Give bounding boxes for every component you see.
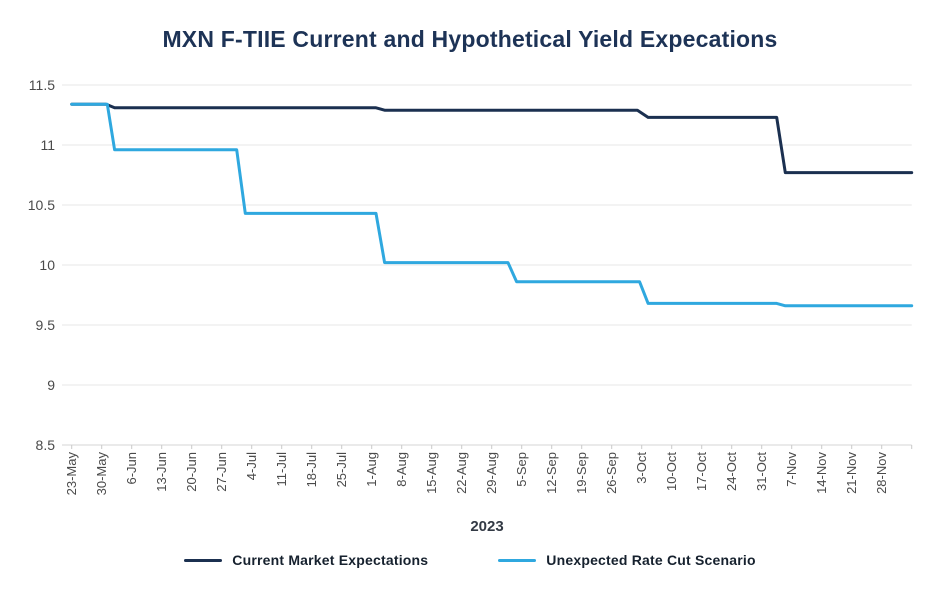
x-tick-label: 20-Jun (184, 452, 199, 492)
x-tick-label: 21-Nov (844, 452, 859, 494)
yield-chart-plot: 11.5 11 10.5 10 9.5 9 8.5 23-May 30-May 6-Jun 13-J… (28, 77, 914, 496)
y-tick-label: 8.5 (36, 437, 56, 453)
x-tick-label: 25-Jul (334, 452, 349, 488)
y-tick-label: 10 (39, 257, 55, 273)
x-tick-label: 19-Sep (574, 452, 589, 494)
x-tick-label: 6-Jun (124, 452, 139, 485)
x-tick-label: 13-Jun (154, 452, 169, 492)
y-tick-label: 11.5 (29, 77, 55, 93)
x-tick-label: 5-Sep (514, 452, 529, 487)
x-tick-label: 3-Oct (634, 452, 649, 484)
x-tick-label: 27-Jun (214, 452, 229, 492)
series-line-current-market (70, 102, 914, 175)
x-tick-label: 30-May (94, 452, 109, 496)
x-axis-year-label: 2023 (470, 518, 504, 535)
x-tick-label: 4-Jul (244, 452, 259, 480)
chart-title: MXN F-TIIE Current and Hypothetical Yiel… (162, 26, 778, 52)
x-tick-label: 29-Aug (484, 452, 499, 494)
x-tick-label: 28-Nov (874, 452, 889, 494)
x-tick-label: 31-Oct (754, 452, 769, 491)
x-tick-label: 7-Nov (784, 452, 799, 487)
legend-label-rate-cut: Unexpected Rate Cut Scenario (546, 552, 756, 568)
x-tick-label: 10-Oct (664, 452, 679, 491)
legend-swatch-rate-cut (498, 558, 537, 562)
y-tick-label: 10.5 (28, 197, 55, 213)
legend-swatch-current-market (184, 558, 223, 562)
x-tick-label: 15-Aug (424, 452, 439, 494)
x-tick-label: 12-Sep (544, 452, 559, 494)
y-tick-label: 9 (47, 377, 55, 393)
x-tick-label: 11-Jul (274, 452, 289, 487)
x-tick-label: 24-Oct (724, 452, 739, 491)
x-tick-label: 1-Aug (364, 452, 379, 487)
x-tick-label: 17-Oct (694, 452, 709, 491)
legend-label-current-market: Current Market Expectations (232, 552, 429, 568)
legend-item-rate-cut: Unexpected Rate Cut Scenario (498, 552, 756, 568)
series-line-rate-cut (70, 102, 914, 308)
y-tick-label: 9.5 (36, 317, 56, 333)
x-tick-label: 26-Sep (604, 452, 619, 494)
x-tick-label: 22-Aug (454, 452, 469, 494)
x-tick-label: 23-May (64, 452, 79, 496)
legend: Current Market Expectations Unexpected R… (0, 552, 940, 568)
x-tick-label: 18-Jul (304, 452, 319, 488)
x-tick-label: 8-Aug (394, 452, 409, 487)
x-tick-label: 14-Nov (814, 452, 829, 494)
legend-item-current-market: Current Market Expectations (184, 552, 428, 568)
y-tick-label: 11 (40, 137, 55, 153)
